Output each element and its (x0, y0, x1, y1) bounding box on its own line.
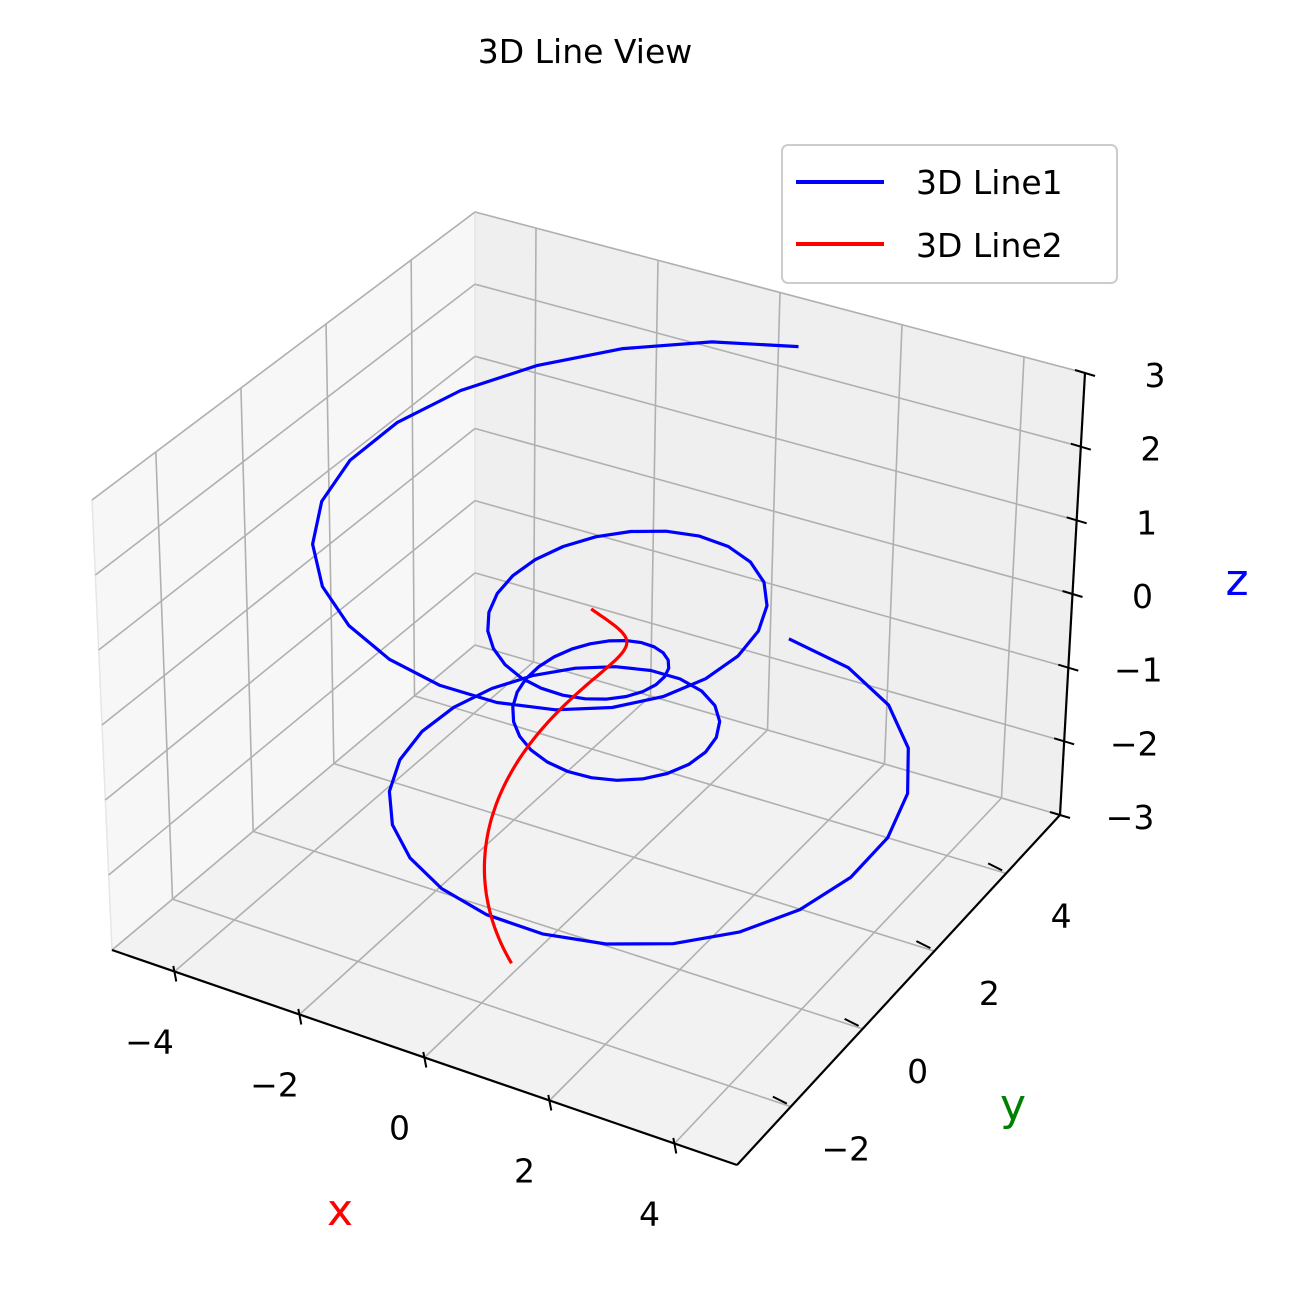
grid-line-z-left (91, 211, 476, 501)
grid-line-z-left (94, 283, 476, 576)
legend: 3D Line1 3D Line2 (781, 144, 1118, 284)
grid-line-z-left (111, 644, 476, 951)
x-tick (547, 1094, 553, 1111)
grid-line-y-floor (414, 695, 1007, 875)
y-tick (772, 1095, 788, 1105)
z-tick (1074, 369, 1096, 377)
grid-line-z-left (104, 500, 476, 801)
y-tick-label: 4 (1051, 896, 1072, 935)
z-tick-label: 2 (1140, 430, 1161, 469)
grid-line-z-back (474, 427, 1073, 595)
grid-line-z-back (474, 499, 1069, 669)
z-tick-label: 3 (1145, 356, 1166, 395)
data-series (311, 340, 910, 965)
z-tick (1049, 811, 1071, 819)
z-tick-label: 1 (1136, 503, 1157, 542)
grid-line-z-left (98, 355, 476, 651)
z-tick (1062, 590, 1083, 598)
x-tick (672, 1137, 678, 1154)
z-tick-label: −3 (1106, 798, 1155, 837)
z-tick-label: −1 (1114, 651, 1163, 690)
legend-label-line2: 3D Line2 (916, 226, 1063, 265)
grid-line-z-back (474, 572, 1065, 743)
y-tick-label: −2 (822, 1130, 871, 1169)
series-line-2 (482, 607, 629, 965)
y-tick (987, 862, 1003, 872)
y-tick-label: 0 (907, 1052, 928, 1091)
grid-lines (91, 211, 1086, 1145)
z-tick-label: 0 (1132, 577, 1153, 616)
x-tick-label: 4 (639, 1195, 660, 1234)
y-tick-label: 2 (979, 974, 1000, 1013)
x-tick-label: 2 (514, 1152, 535, 1191)
x-axis-label: x (327, 1185, 353, 1236)
z-tick (1058, 663, 1079, 672)
series-line-1 (311, 340, 910, 946)
x-tick (172, 965, 178, 982)
legend-box (781, 144, 1118, 284)
x-tick-label: 0 (389, 1109, 410, 1148)
grid-line-z-back (474, 644, 1061, 816)
y-axis-label: y (1000, 1080, 1026, 1131)
grid-line-z-back (474, 355, 1077, 522)
y-tick (844, 1017, 860, 1027)
chart-title: 3D Line View (478, 32, 692, 71)
z-tick (1070, 442, 1092, 451)
z-tick (1053, 737, 1075, 746)
grid-line-y-floor (252, 830, 863, 1030)
axes: −4 −2 0 2 4 −2 0 2 4 −3 −2 −1 0 1 2 3 (111, 356, 1166, 1234)
grid-line-z-back (474, 211, 1086, 374)
grid-line-y-floor (333, 762, 935, 952)
legend-label-line1: 3D Line1 (916, 163, 1063, 202)
grid-line-z-back (474, 283, 1082, 448)
grid-line-z-left (108, 572, 476, 876)
grid-line-z-left (101, 427, 476, 726)
y-tick (915, 940, 931, 950)
x-tick (422, 1051, 428, 1068)
z-tick-label: −2 (1110, 724, 1159, 763)
z-tick (1066, 516, 1087, 525)
y-axis-line (736, 814, 1061, 1166)
grid-line-y-floor (172, 898, 792, 1108)
x-tick-label: −2 (250, 1066, 299, 1105)
x-tick (297, 1008, 303, 1025)
x-tick-label: −4 (125, 1023, 174, 1062)
z-axis-label: z (1225, 555, 1248, 606)
